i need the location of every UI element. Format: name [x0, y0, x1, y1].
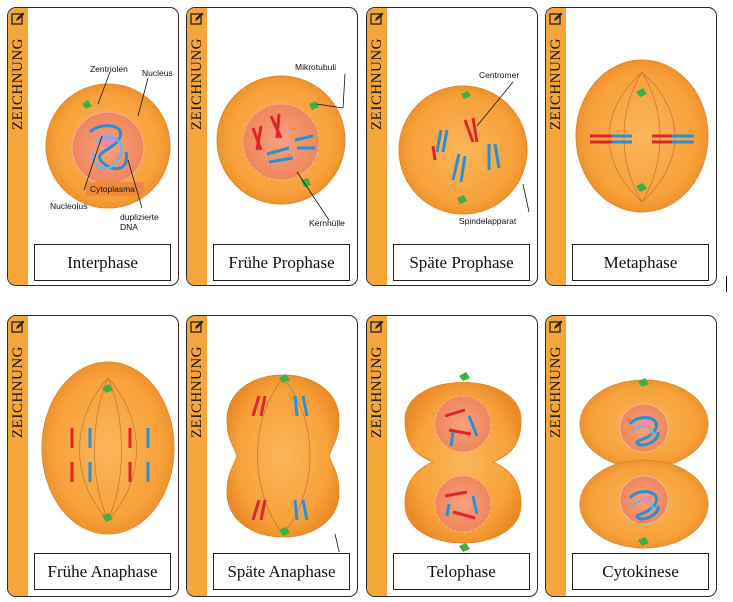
strip-label: ZEICHNUNG	[10, 346, 26, 438]
phase-label: Telophase	[393, 553, 530, 590]
telophase-drawing	[404, 372, 522, 552]
card-metaphase: ZEICHNUNG Metaphase	[545, 7, 717, 286]
strip-label: ZEICHNUNG	[369, 346, 385, 438]
edit-pencil-icon[interactable]	[11, 12, 25, 26]
annotation-nucleus: Nucleus	[142, 68, 173, 78]
card-side-strip: ZEICHNUNG	[8, 316, 28, 596]
edit-pencil-icon[interactable]	[370, 12, 384, 26]
annotation-kernhuelle: Kernhülle	[309, 218, 345, 228]
annotation-cytoplasma: Cytoplasma	[90, 184, 135, 194]
annotation-dna-line2: DNA	[120, 222, 138, 232]
edit-pencil-icon[interactable]	[190, 320, 204, 334]
annotation-zentriolen: Zentriolen	[90, 64, 128, 74]
cytokinese-drawing	[579, 378, 709, 549]
card-side-strip: ZEICHNUNG	[367, 316, 387, 596]
card-side-strip: ZEICHNUNG	[187, 316, 207, 596]
card-fruehe-prophase: ZEICHNUNG Mikrotubuli Kernhülle Frühe Pr…	[186, 7, 358, 286]
strip-label: ZEICHNUNG	[189, 346, 205, 438]
interphase-drawing: Cytoplasma Zentriolen Nucleus Nucleolus …	[45, 64, 173, 232]
strip-label: ZEICHNUNG	[548, 346, 564, 438]
phase-label: Interphase	[34, 244, 171, 281]
card-side-strip: ZEICHNUNG	[546, 316, 566, 596]
edit-pencil-icon[interactable]	[549, 12, 563, 26]
spaete-anaphase-drawing	[226, 374, 340, 552]
strip-label: ZEICHNUNG	[369, 38, 385, 130]
annotation-spindelapparat: Spindelapparat	[459, 216, 517, 226]
annotation-centromer: Centromer	[479, 70, 519, 80]
metaphase-drawing	[575, 59, 709, 213]
phase-label: Späte Anaphase	[213, 553, 350, 590]
card-side-strip: ZEICHNUNG	[367, 8, 387, 285]
phase-label: Frühe Anaphase	[34, 553, 171, 590]
edit-pencil-icon[interactable]	[370, 320, 384, 334]
edit-pencil-icon[interactable]	[190, 12, 204, 26]
annotation-mikrotubuli: Mikrotubuli	[295, 62, 336, 72]
spaete-prophase-drawing: Centromer Spindelapparat	[398, 70, 530, 226]
fruehe-prophase-drawing: Mikrotubuli Kernhülle	[216, 62, 346, 228]
text-cursor	[726, 276, 727, 292]
annotation-dna-line1: duplizierte	[120, 212, 159, 222]
phase-label: Frühe Prophase	[213, 244, 350, 281]
phase-label: Metaphase	[572, 244, 709, 281]
fruehe-anaphase-drawing	[41, 361, 175, 535]
strip-label: ZEICHNUNG	[548, 38, 564, 130]
card-side-strip: ZEICHNUNG	[546, 8, 566, 285]
strip-label: ZEICHNUNG	[10, 38, 26, 130]
annotation-nucleolus: Nucleolus	[50, 201, 87, 211]
phase-label: Späte Prophase	[393, 244, 530, 281]
card-side-strip: ZEICHNUNG	[8, 8, 28, 285]
card-fruehe-anaphase: ZEICHNUNG Frühe Anaphase	[7, 315, 179, 597]
card-side-strip: ZEICHNUNG	[187, 8, 207, 285]
card-spaete-prophase: ZEICHNUNG Centromer Spindelapparat Späte…	[366, 7, 538, 286]
strip-label: ZEICHNUNG	[189, 38, 205, 130]
phase-label: Cytokinese	[572, 553, 709, 590]
card-cytokinese: ZEICHNUNG Cytokinese	[545, 315, 717, 597]
edit-pencil-icon[interactable]	[11, 320, 25, 334]
edit-pencil-icon[interactable]	[549, 320, 563, 334]
card-interphase: ZEICHNUNG Cytoplasma Zentriolen Nucleus …	[7, 7, 179, 286]
card-telophase: ZEICHNUNG Telophase	[366, 315, 538, 597]
card-spaete-anaphase: ZEICHNUNG Späte Anaphase	[186, 315, 358, 597]
